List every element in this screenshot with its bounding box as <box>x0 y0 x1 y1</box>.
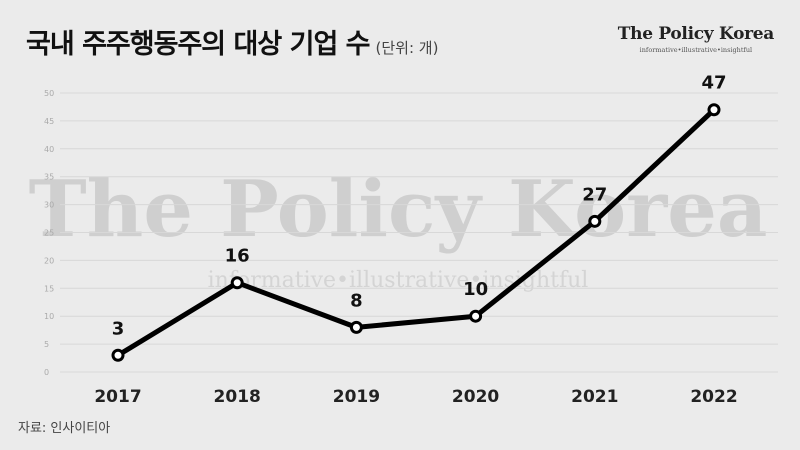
x-tick-label: 2018 <box>214 387 261 407</box>
source-note: 자료: 인사이티아 <box>18 421 111 436</box>
logo-name: The Policy Korea <box>617 24 775 44</box>
y-tick-label: 10 <box>44 312 54 321</box>
data-point <box>469 309 483 323</box>
logo-tagline: informative•illustrative•insightful <box>639 46 753 54</box>
y-tick-label: 45 <box>44 117 54 126</box>
brand-logo: The Policy Korea informative•illustrativ… <box>617 24 775 54</box>
y-tick-label: 40 <box>44 145 54 154</box>
y-axis-ticks: 0 5 10 15 20 25 30 35 40 45 50 <box>44 89 54 377</box>
data-point <box>588 214 602 228</box>
watermark-name: The Policy Korea <box>29 164 768 255</box>
data-label: 16 <box>225 246 250 267</box>
y-tick-label: 0 <box>44 368 49 377</box>
title-text: 국내 주주행동주의 대상 기업 수 <box>26 29 371 60</box>
y-tick-label: 5 <box>44 340 49 349</box>
data-labels: 3 16 8 10 27 47 <box>112 73 727 340</box>
watermark-tagline: informative•illustrative•insightful <box>208 268 589 293</box>
unit-label: (단위: 개) <box>375 39 439 57</box>
data-label: 3 <box>112 318 125 339</box>
y-tick-label: 20 <box>44 256 54 265</box>
x-tick-label: 2022 <box>690 387 737 407</box>
data-label: 10 <box>463 279 488 300</box>
y-tick-label: 50 <box>44 89 54 98</box>
y-tick-label: 15 <box>44 284 54 293</box>
x-tick-label: 2017 <box>94 387 141 407</box>
data-point <box>707 103 721 117</box>
x-axis-ticks: 2017 2018 2019 2020 2021 2022 <box>94 387 737 407</box>
y-tick-label: 30 <box>44 201 54 210</box>
data-point <box>230 276 244 290</box>
data-label: 47 <box>701 73 726 94</box>
y-tick-label: 25 <box>44 229 54 238</box>
y-tick-label: 35 <box>44 173 54 182</box>
data-label: 8 <box>350 290 363 311</box>
series-line <box>115 107 717 358</box>
data-point <box>111 348 125 362</box>
x-tick-label: 2019 <box>333 387 380 407</box>
data-point <box>349 320 363 334</box>
watermark: The Policy Korea informative•illustrativ… <box>29 164 768 293</box>
data-points <box>111 103 721 362</box>
series-polyline <box>115 107 717 358</box>
gridlines <box>60 92 778 373</box>
x-tick-label: 2020 <box>452 387 499 407</box>
data-label: 27 <box>582 184 607 205</box>
x-tick-label: 2021 <box>571 387 618 407</box>
chart-title: 국내 주주행동주의 대상 기업 수 (단위: 개) <box>26 22 438 61</box>
